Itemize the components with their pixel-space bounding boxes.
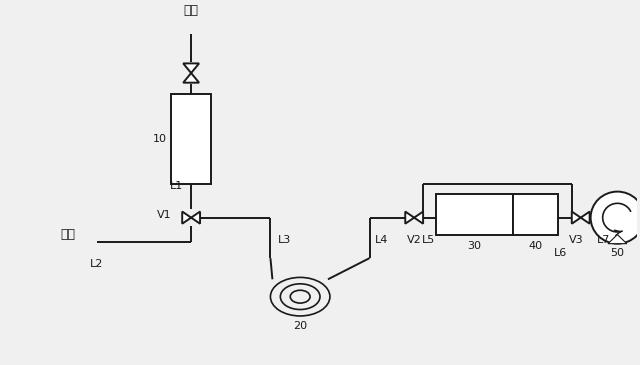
Text: L6: L6 bbox=[554, 249, 568, 258]
Polygon shape bbox=[191, 212, 200, 224]
Text: 10: 10 bbox=[152, 134, 166, 144]
Polygon shape bbox=[183, 73, 199, 83]
Polygon shape bbox=[572, 212, 580, 224]
Text: L1: L1 bbox=[170, 181, 183, 191]
Polygon shape bbox=[182, 212, 191, 224]
Text: 20: 20 bbox=[293, 321, 307, 331]
Text: L3: L3 bbox=[278, 235, 292, 245]
Text: 30: 30 bbox=[468, 241, 482, 251]
Polygon shape bbox=[405, 212, 414, 224]
Polygon shape bbox=[580, 212, 589, 224]
Polygon shape bbox=[608, 235, 627, 244]
Bar bbox=[172, 94, 211, 184]
Polygon shape bbox=[183, 64, 199, 73]
Text: エア: エア bbox=[184, 4, 198, 17]
Bar bbox=[513, 193, 558, 235]
Text: V2: V2 bbox=[407, 235, 422, 245]
Text: 40: 40 bbox=[529, 241, 543, 251]
Text: L4: L4 bbox=[374, 235, 388, 245]
Text: 50: 50 bbox=[611, 249, 625, 258]
Text: V1: V1 bbox=[157, 210, 172, 220]
Bar bbox=[436, 193, 513, 235]
Text: L7: L7 bbox=[596, 235, 610, 245]
Polygon shape bbox=[414, 212, 423, 224]
Text: V3: V3 bbox=[569, 235, 584, 245]
Text: ガス: ガス bbox=[60, 227, 75, 241]
Circle shape bbox=[591, 192, 640, 244]
Text: L2: L2 bbox=[90, 259, 104, 269]
Text: L5: L5 bbox=[421, 235, 435, 245]
